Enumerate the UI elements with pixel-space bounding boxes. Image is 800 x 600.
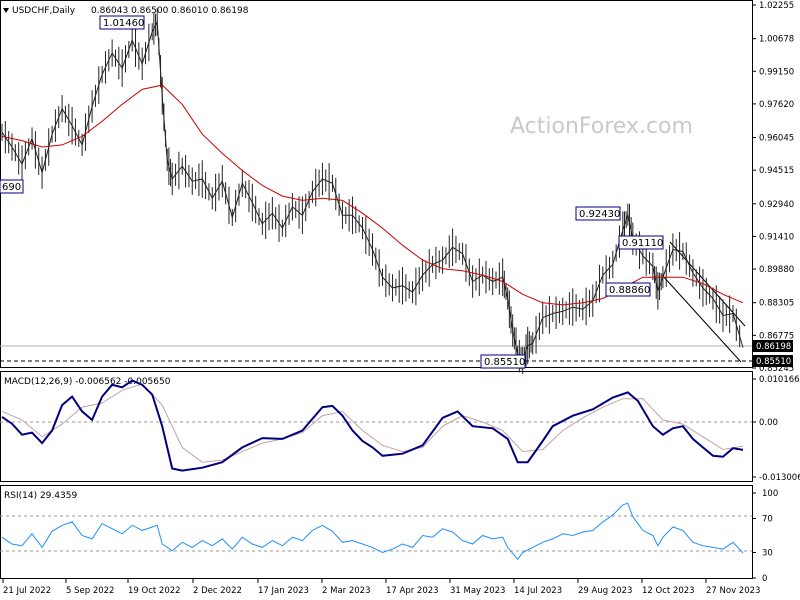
y-tick-label: 0.86775 bbox=[759, 331, 794, 341]
support-price-tag: 0.85510 bbox=[753, 355, 793, 367]
svg-text:690: 690 bbox=[2, 182, 21, 193]
svg-text:0.85510: 0.85510 bbox=[484, 357, 525, 368]
rsi-panel bbox=[0, 485, 753, 579]
annotation-924: 0.92430 bbox=[575, 206, 621, 221]
x-tick-label: 5 Sep 2022 bbox=[66, 586, 114, 596]
current-price-tag: 0.86198 bbox=[753, 340, 793, 352]
y-tick-label: -0.013006 bbox=[759, 473, 800, 483]
y-tick-label: 0.85245 bbox=[759, 364, 794, 374]
y-tick-label: 1.00678 bbox=[759, 35, 794, 45]
svg-text:0.92430: 0.92430 bbox=[579, 209, 620, 220]
y-tick-label: 0 bbox=[762, 574, 767, 584]
y-tick-label: 0.92940 bbox=[759, 200, 794, 210]
x-tick-label: 29 Aug 2023 bbox=[578, 586, 632, 596]
watermark: ActionForex.com bbox=[510, 114, 693, 139]
annotation-high: 1.01460 bbox=[99, 15, 145, 30]
y-tick-label: 30 bbox=[762, 549, 773, 559]
x-axis: 21 Jul 2022 5 Sep 2022 19 Oct 2022 2 Dec 20… bbox=[2, 578, 760, 596]
y-tick-label: 1.02255 bbox=[759, 1, 794, 11]
x-tick-label: 12 Oct 2023 bbox=[642, 586, 695, 596]
y-tick-label: 0.89880 bbox=[759, 265, 794, 275]
collapse-arrow-icon[interactable] bbox=[3, 8, 9, 13]
x-tick-label: 21 Jul 2022 bbox=[3, 586, 51, 596]
y-tick-label: 0.99150 bbox=[759, 67, 794, 77]
x-tick-label: 27 Nov 2023 bbox=[706, 586, 760, 596]
macd-title: MACD(12,26,9) -0.006562 -0.005650 bbox=[4, 377, 171, 387]
x-tick-label: 31 May 2023 bbox=[450, 586, 505, 596]
y-tick-label: 0.91410 bbox=[759, 232, 794, 242]
y-tick-label: 0.94515 bbox=[759, 166, 794, 176]
macd-line bbox=[1, 379, 744, 472]
y-tick-label: 70 bbox=[762, 515, 773, 525]
x-tick-label: 17 Apr 2023 bbox=[386, 586, 439, 596]
symbol-label: USDCHF,Daily bbox=[12, 6, 76, 16]
chart-header: USDCHF,Daily 0.86043 0.86500 0.86010 0.8… bbox=[3, 6, 249, 16]
svg-text:0.88860: 0.88860 bbox=[609, 285, 650, 296]
x-tick-label: 14 Jul 2023 bbox=[514, 586, 562, 596]
svg-text:0.86198: 0.86198 bbox=[756, 342, 791, 352]
y-tick-label: 0.97620 bbox=[759, 100, 794, 110]
channel-upper-line bbox=[669, 241, 746, 327]
svg-text:0.85510: 0.85510 bbox=[756, 357, 791, 367]
annotation-855: 0.85510 bbox=[480, 354, 526, 369]
price-y-axis: 1.02255 1.00678 0.99150 0.97620 0.96045 0.945… bbox=[752, 1, 794, 374]
macd-signal-line bbox=[1, 383, 744, 463]
price-bars bbox=[1, 8, 741, 375]
macd-y-axis: 0.010166 0.00 -0.013006 bbox=[752, 375, 800, 483]
macd-panel bbox=[0, 371, 753, 482]
annotation-911: 0.91110 bbox=[618, 235, 664, 250]
rsi-y-axis: 100 70 30 0 bbox=[752, 489, 778, 584]
svg-text:0.91110: 0.91110 bbox=[622, 238, 663, 249]
svg-text:1.01460: 1.01460 bbox=[103, 18, 144, 29]
x-tick-label: 19 Oct 2022 bbox=[128, 586, 181, 596]
price-line bbox=[1, 20, 744, 362]
annotation-left-partial: 690 bbox=[0, 179, 24, 194]
x-tick-label: 2 Mar 2023 bbox=[322, 586, 370, 596]
y-tick-label: 0.010166 bbox=[759, 375, 800, 385]
y-tick-label: 0.00 bbox=[759, 418, 778, 428]
x-tick-label: 2 Dec 2022 bbox=[193, 586, 242, 596]
x-tick-label: 17 Jan 2023 bbox=[258, 586, 309, 596]
y-tick-label: 100 bbox=[762, 489, 778, 499]
ohlc-values: 0.86043 0.86500 0.86010 0.86198 bbox=[91, 6, 249, 16]
rsi-title: RSI(14) 29.4359 bbox=[4, 491, 77, 501]
y-tick-label: 0.96045 bbox=[759, 134, 794, 144]
y-tick-label: 0.88305 bbox=[759, 299, 794, 309]
annotation-888: 0.88860 bbox=[605, 282, 651, 297]
channel-lower-line bbox=[661, 274, 742, 363]
rsi-line bbox=[1, 502, 744, 561]
